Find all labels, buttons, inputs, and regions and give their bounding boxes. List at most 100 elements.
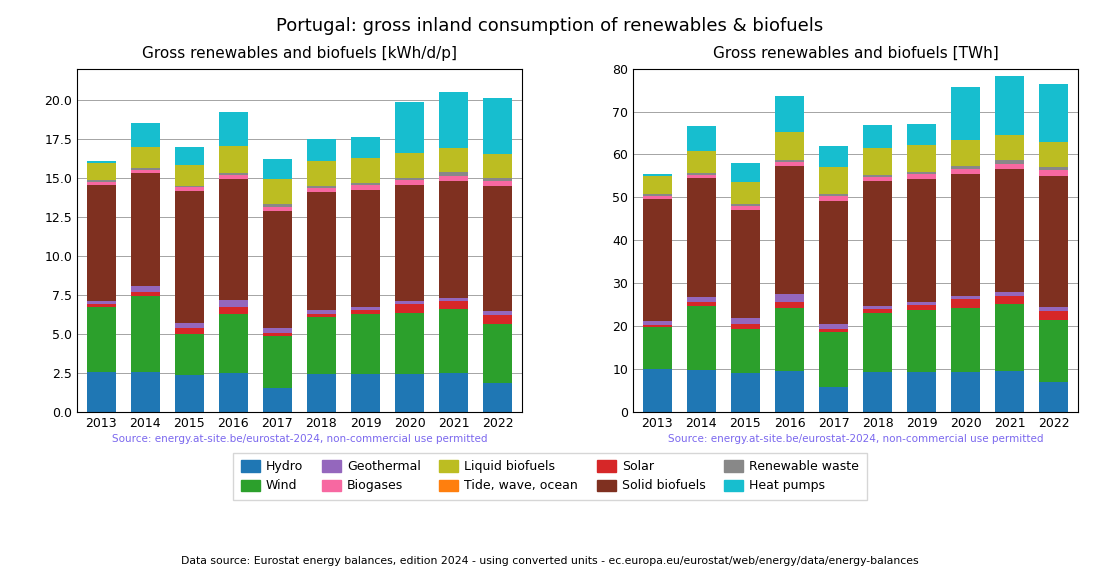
Bar xyxy=(175,148,204,165)
Bar xyxy=(908,310,936,372)
Bar xyxy=(864,148,892,174)
Bar xyxy=(131,286,160,292)
Bar xyxy=(131,123,160,148)
Bar xyxy=(952,87,980,140)
Bar xyxy=(996,371,1024,412)
Bar xyxy=(87,301,116,304)
Bar xyxy=(395,374,424,412)
Title: Gross renewables and biofuels [kWh/d/p]: Gross renewables and biofuels [kWh/d/p] xyxy=(142,46,456,61)
Bar xyxy=(263,336,292,388)
Bar xyxy=(820,196,848,201)
Bar xyxy=(996,135,1024,161)
Bar xyxy=(307,374,336,412)
Bar xyxy=(439,92,468,148)
Bar xyxy=(644,199,672,321)
Bar xyxy=(263,159,292,178)
Bar xyxy=(732,373,760,412)
Bar xyxy=(219,174,248,178)
Bar xyxy=(219,173,248,174)
Bar xyxy=(644,325,672,327)
Bar xyxy=(439,301,468,309)
Bar xyxy=(263,206,292,210)
Bar xyxy=(864,181,892,306)
Bar xyxy=(996,169,1024,292)
Bar xyxy=(395,153,424,178)
Bar xyxy=(351,185,380,189)
Bar xyxy=(87,163,116,180)
Bar xyxy=(131,292,160,296)
Bar xyxy=(307,188,336,192)
Bar xyxy=(87,161,116,163)
Bar xyxy=(996,292,1024,296)
Text: Data source: Eurostat energy balances, edition 2024 - using converted units - ec: Data source: Eurostat energy balances, e… xyxy=(182,557,918,566)
Bar xyxy=(395,102,424,153)
Bar xyxy=(908,124,936,145)
Bar xyxy=(732,329,760,373)
Bar xyxy=(776,132,804,161)
Bar xyxy=(439,298,468,301)
X-axis label: Source: energy.at-site.be/eurostat-2024, non-commercial use permitted: Source: energy.at-site.be/eurostat-2024,… xyxy=(112,434,487,444)
Bar xyxy=(483,186,512,311)
Legend: Hydro, Wind, Geothermal, Biogases, Liquid biofuels, Tide, wave, ocean, Solar, So: Hydro, Wind, Geothermal, Biogases, Liqui… xyxy=(233,452,867,500)
Bar xyxy=(644,174,672,176)
Bar xyxy=(307,317,336,374)
Bar xyxy=(688,126,716,151)
Bar xyxy=(732,182,760,204)
Bar xyxy=(395,313,424,374)
Bar xyxy=(864,125,892,148)
Bar xyxy=(996,77,1024,135)
Bar xyxy=(263,210,292,328)
Bar xyxy=(87,307,116,372)
Bar xyxy=(219,313,248,373)
Bar xyxy=(1040,84,1068,141)
Bar xyxy=(776,160,804,162)
Bar xyxy=(776,162,804,166)
Bar xyxy=(908,179,936,301)
Bar xyxy=(688,151,716,173)
Bar xyxy=(439,148,468,172)
Bar xyxy=(87,372,116,412)
Bar xyxy=(263,328,292,333)
Bar xyxy=(776,166,804,294)
Bar xyxy=(776,308,804,371)
Bar xyxy=(864,174,892,177)
Bar xyxy=(307,311,336,313)
Bar xyxy=(908,305,936,309)
Bar xyxy=(996,304,1024,371)
Bar xyxy=(263,204,292,206)
Bar xyxy=(688,297,716,303)
Bar xyxy=(908,301,936,305)
Bar xyxy=(219,300,248,307)
Bar xyxy=(1040,167,1068,170)
Title: Gross renewables and biofuels [TWh]: Gross renewables and biofuels [TWh] xyxy=(713,46,999,61)
Bar xyxy=(688,173,716,174)
Bar xyxy=(644,176,672,194)
Bar xyxy=(307,186,336,188)
Bar xyxy=(175,334,204,375)
Bar xyxy=(864,309,892,313)
Bar xyxy=(307,139,336,161)
Bar xyxy=(820,324,848,329)
Bar xyxy=(263,333,292,336)
Bar xyxy=(688,370,716,412)
Bar xyxy=(395,178,424,180)
Bar xyxy=(820,194,848,196)
Bar xyxy=(87,304,116,307)
Bar xyxy=(908,174,936,179)
Bar xyxy=(952,372,980,412)
Bar xyxy=(776,371,804,412)
Bar xyxy=(131,148,160,169)
Bar xyxy=(307,192,336,311)
Bar xyxy=(131,170,160,173)
Bar xyxy=(219,307,248,313)
Text: Portugal: gross inland consumption of renewables & biofuels: Portugal: gross inland consumption of re… xyxy=(276,17,824,35)
Bar xyxy=(952,174,980,296)
Bar xyxy=(1040,320,1068,382)
Bar xyxy=(87,185,116,301)
Bar xyxy=(131,173,160,286)
Bar xyxy=(644,321,672,325)
Bar xyxy=(732,210,760,318)
Bar xyxy=(395,301,424,304)
Bar xyxy=(996,161,1024,164)
Bar xyxy=(439,309,468,373)
